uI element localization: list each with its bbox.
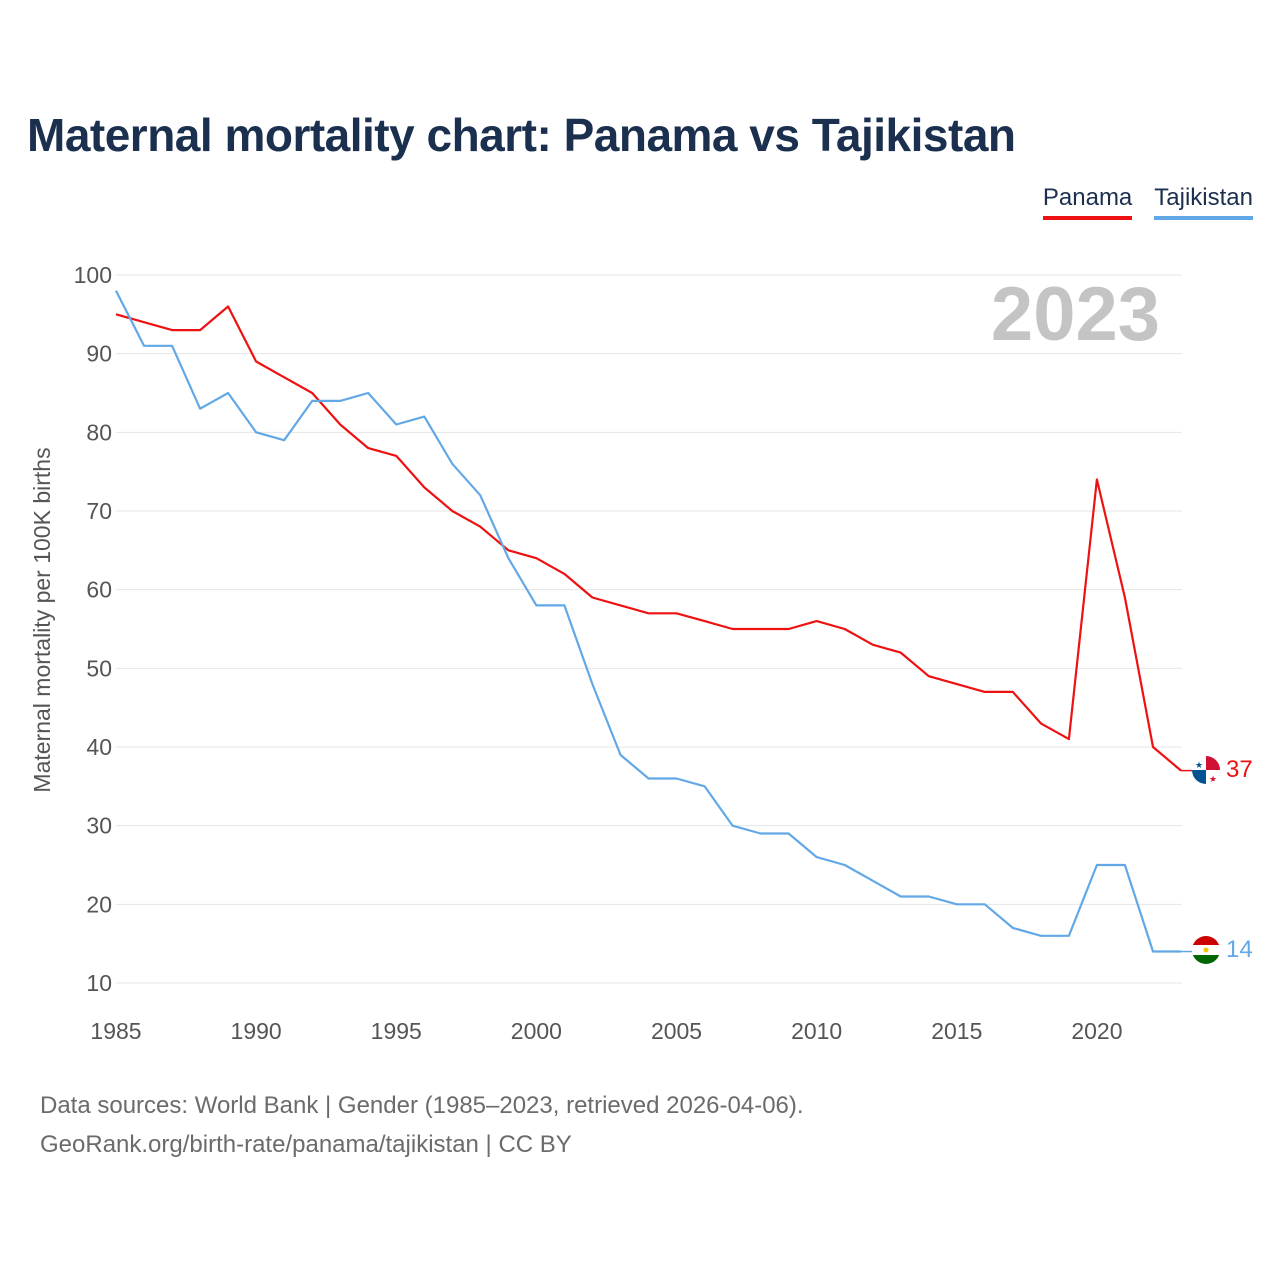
panama-flag-icon: ★ ★ bbox=[1192, 756, 1220, 784]
x-tick-label-1985: 1985 bbox=[90, 1018, 141, 1044]
year-watermark: 2023 bbox=[991, 272, 1160, 357]
legend: Panama Tajikistan bbox=[1042, 184, 1253, 220]
x-tick-label-2020: 2020 bbox=[1071, 1018, 1122, 1044]
x-tick-label-2000: 2000 bbox=[511, 1018, 562, 1044]
x-tick-label-2015: 2015 bbox=[931, 1018, 982, 1044]
y-tick-label-50: 50 bbox=[86, 655, 112, 681]
x-tick-label-1990: 1990 bbox=[231, 1018, 282, 1044]
x-tick-label-2005: 2005 bbox=[651, 1018, 702, 1044]
y-tick-label-10: 10 bbox=[86, 970, 112, 996]
y-tick-label-40: 40 bbox=[86, 734, 112, 760]
y-tick-label-80: 80 bbox=[86, 419, 112, 445]
y-tick-label-20: 20 bbox=[86, 891, 112, 917]
end-label-tajikistan: 14 bbox=[1226, 936, 1253, 963]
footer: Data sources: World Bank | Gender (1985–… bbox=[40, 1086, 804, 1164]
series-line-panama[interactable] bbox=[115, 305, 1182, 772]
svg-text:★: ★ bbox=[1195, 760, 1203, 770]
y-tick-label-100: 100 bbox=[74, 262, 112, 288]
x-tick-label-1995: 1995 bbox=[371, 1018, 422, 1044]
series-line-tajikistan[interactable] bbox=[115, 290, 1181, 953]
y-tick-label-30: 30 bbox=[86, 813, 112, 839]
tajikistan-flag-icon bbox=[1192, 936, 1220, 964]
end-label-panama: 37 bbox=[1226, 756, 1253, 783]
legend-item-panama[interactable]: Panama bbox=[1042, 184, 1133, 220]
line-chart: 10 20 30 40 50 60 70 80 90 100 1985 1990 1995 2000 20… bbox=[29, 262, 1253, 1044]
y-tick-label-90: 90 bbox=[86, 341, 112, 367]
svg-text:★: ★ bbox=[1209, 774, 1217, 784]
y-tick-label-60: 60 bbox=[86, 577, 112, 603]
page-title: Maternal mortality chart: Panama vs Taji… bbox=[27, 109, 1016, 161]
x-tick-label-2010: 2010 bbox=[791, 1018, 842, 1044]
footer-link[interactable]: GeoRank.org/birth-rate/panama/tajikistan… bbox=[40, 1131, 572, 1158]
footer-source: Data sources: World Bank | Gender (1985–… bbox=[40, 1092, 804, 1119]
y-tick-label-70: 70 bbox=[86, 498, 112, 524]
legend-item-tajikistan[interactable]: Tajikistan bbox=[1154, 184, 1253, 220]
y-axis-label: Maternal mortality per 100K births bbox=[29, 447, 55, 792]
